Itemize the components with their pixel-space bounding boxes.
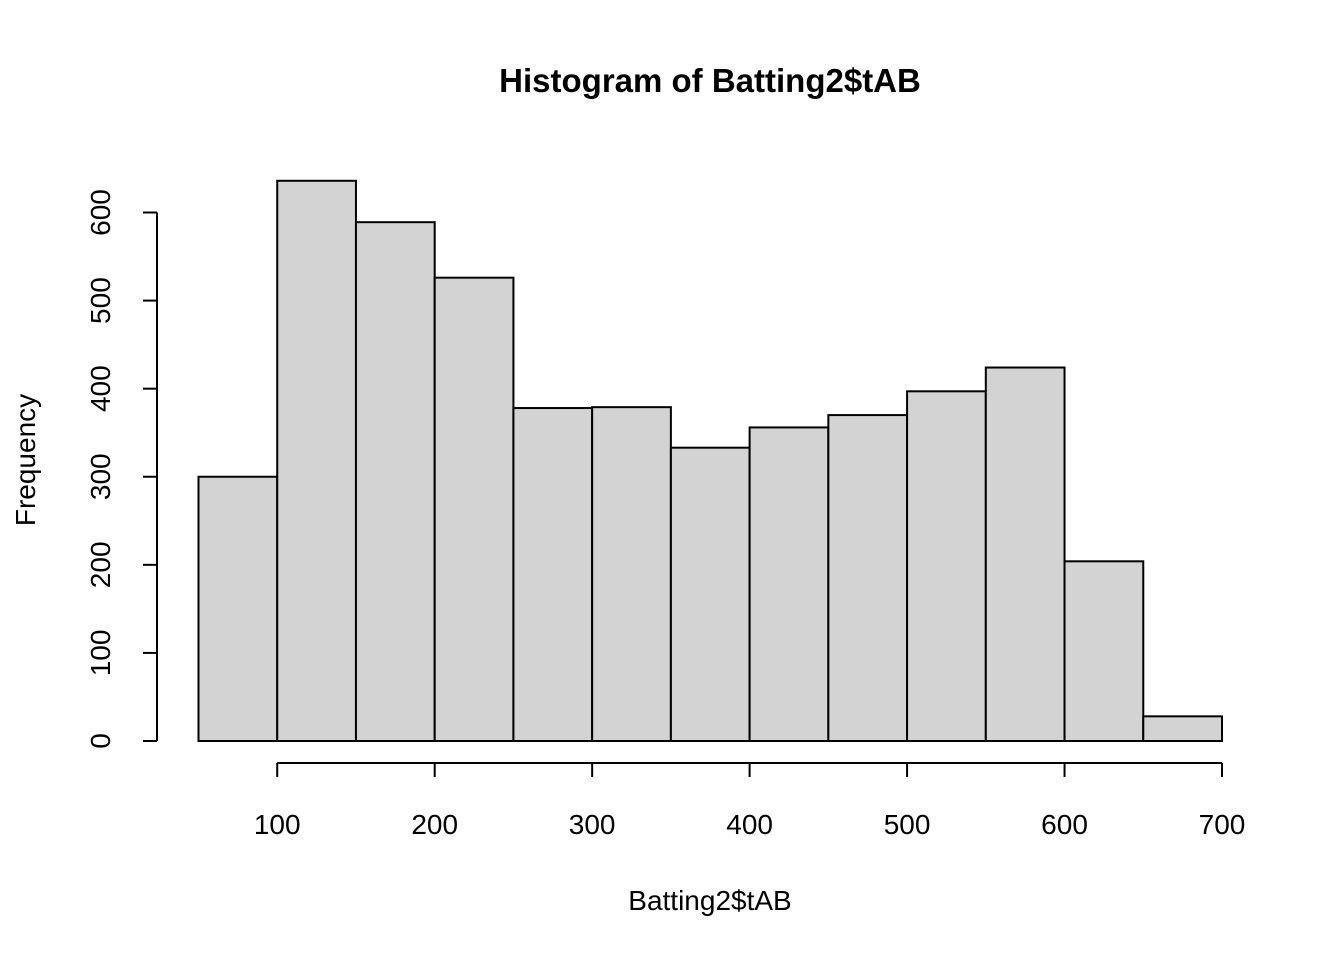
x-tick-label: 500 <box>884 809 931 840</box>
histogram-bar <box>197 475 279 742</box>
histogram-bar <box>512 407 594 742</box>
y-tick-label: 0 <box>85 733 116 749</box>
y-axis-title: Frequency <box>10 394 41 526</box>
histogram-bar <box>276 179 357 743</box>
x-tick-label: 700 <box>1199 809 1246 840</box>
histogram-bar <box>906 390 987 742</box>
y-tick-label: 300 <box>85 453 116 500</box>
histogram-bar <box>669 446 751 742</box>
histogram-bar <box>748 426 830 742</box>
x-tick-label: 300 <box>569 809 616 840</box>
histogram-bar <box>984 366 1066 742</box>
histogram-bar <box>354 221 436 743</box>
histogram-bar <box>827 414 909 742</box>
chart-title: Histogram of Batting2$tAB <box>499 62 921 99</box>
x-axis: 100 200 300 400 500 600 700 <box>254 762 1246 840</box>
histogram-bar <box>1063 560 1145 742</box>
y-tick-label: 500 <box>85 277 116 324</box>
x-tick-label: 400 <box>726 809 773 840</box>
x-axis-title: Batting2$tAB <box>628 885 791 916</box>
histogram-bars <box>197 179 1224 743</box>
y-tick-label: 200 <box>85 541 116 588</box>
y-tick-label: 100 <box>85 630 116 677</box>
x-tick-label: 200 <box>411 809 458 840</box>
x-tick-label: 600 <box>1041 809 1088 840</box>
y-tick-label: 400 <box>85 365 116 412</box>
histogram-bar <box>1142 715 1224 743</box>
x-tick-label: 100 <box>254 809 301 840</box>
y-axis: 0 100 200 300 400 500 600 <box>85 189 158 749</box>
y-tick-label: 600 <box>85 189 116 236</box>
histogram-bar <box>591 406 672 742</box>
histogram-bar <box>433 276 515 742</box>
